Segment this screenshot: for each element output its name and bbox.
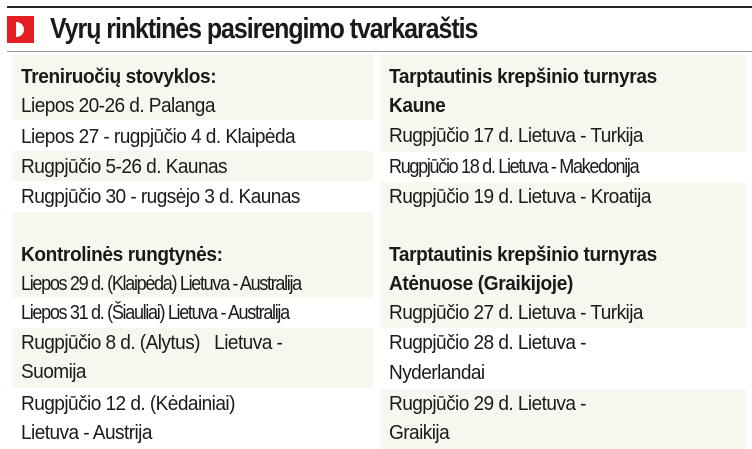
list-item: Rugpjūčio 18 d. Lietuva - Makedonija	[389, 155, 640, 178]
section-heading-cont: Kaune	[389, 94, 446, 117]
athens-block: Rugpjūčio 19 d. Lietuva - Kroatija Tarpt…	[380, 182, 746, 328]
list-item-cont: Nyderlandai	[389, 361, 485, 384]
list-item-row: Rugpjūčio 18 d. Lietuva - Makedonija	[380, 152, 746, 182]
list-item-row: Liepos 27 - rugpjūčio 4 d. Klaipėda	[12, 120, 373, 151]
brand-logo	[7, 16, 34, 43]
list-item: Rugpjūčio 29 d. Lietuva -	[389, 392, 587, 415]
section-heading: Treniruočių stovyklos:	[21, 65, 217, 88]
section-heading: Kontrolinės rungtynės:	[21, 243, 223, 266]
top-rule	[7, 6, 752, 8]
list-item: Liepos 31 d. (Šiauliai) Lietuva - Austra…	[21, 301, 290, 324]
list-item-row: Rugpjūčio 12 d. (Kėdainiai) Lietuva - Au…	[12, 388, 373, 449]
kaunas-block: Tarptautinis krepšinio turnyras Kaune Ru…	[380, 54, 746, 152]
section-heading: Tarptautinis krepšinio turnyras	[389, 243, 657, 266]
list-item: Rugpjūčio 27 d. Lietuva - Turkija	[389, 301, 644, 324]
list-item: Rugpjūčio 17 d. Lietuva - Turkija	[389, 124, 644, 147]
section-heading-cont: Atėnuose (Graikijoje)	[389, 272, 573, 295]
page-title: Vyrų rinktinės pasirengimo tvarkaraštis	[50, 13, 478, 45]
title-divider	[7, 51, 752, 52]
list-item: Rugpjūčio 28 d. Lietuva -	[389, 331, 587, 354]
list-item: Liepos 27 - rugpjūčio 4 d. Klaipėda	[21, 125, 296, 148]
list-item-row: Rugpjūčio 5-26 d. Kaunas	[12, 151, 373, 181]
list-item-cont: Suomija	[21, 360, 87, 383]
list-item: Rugpjūčio 5-26 d. Kaunas	[21, 155, 228, 178]
section-heading: Tarptautinis krepšinio turnyras	[389, 65, 657, 88]
list-item: Liepos 20-26 d. Palanga	[21, 94, 215, 117]
list-item-cont: Lietuva - Austrija	[21, 421, 152, 444]
training-block: Treniruočių stovyklos: Liepos 20-26 d. P…	[12, 54, 373, 120]
list-item-cont: Graikija	[389, 421, 450, 444]
list-item-row: Liepos 31 d. (Šiauliai) Lietuva - Austra…	[12, 298, 373, 328]
list-item: Rugpjūčio 30 - rugsėjo 3 d. Kaunas	[21, 185, 300, 208]
list-item-row: Rugpjūčio 29 d. Lietuva - Graikija	[380, 389, 746, 449]
list-item-row: Rugpjūčio 30 - rugsėjo 3 d. Kaunas	[12, 181, 373, 212]
friendlies-block: Kontrolinės rungtynės: Liepos 29 d. (Kla…	[12, 212, 373, 298]
list-item-row: Rugpjūčio 28 d. Lietuva - Nyderlandai	[380, 328, 746, 389]
list-item: Rugpjūčio 8 d. (Alytus) Lietuva -	[21, 331, 283, 354]
list-item: Liepos 29 d. (Klaipėda) Lietuva - Austra…	[21, 272, 302, 295]
list-item: Rugpjūčio 12 d. (Kėdainiai)	[21, 392, 235, 415]
list-item-row: Rugpjūčio 8 d. (Alytus) Lietuva - Suomij…	[12, 328, 373, 388]
list-item: Rugpjūčio 19 d. Lietuva - Kroatija	[389, 185, 651, 208]
